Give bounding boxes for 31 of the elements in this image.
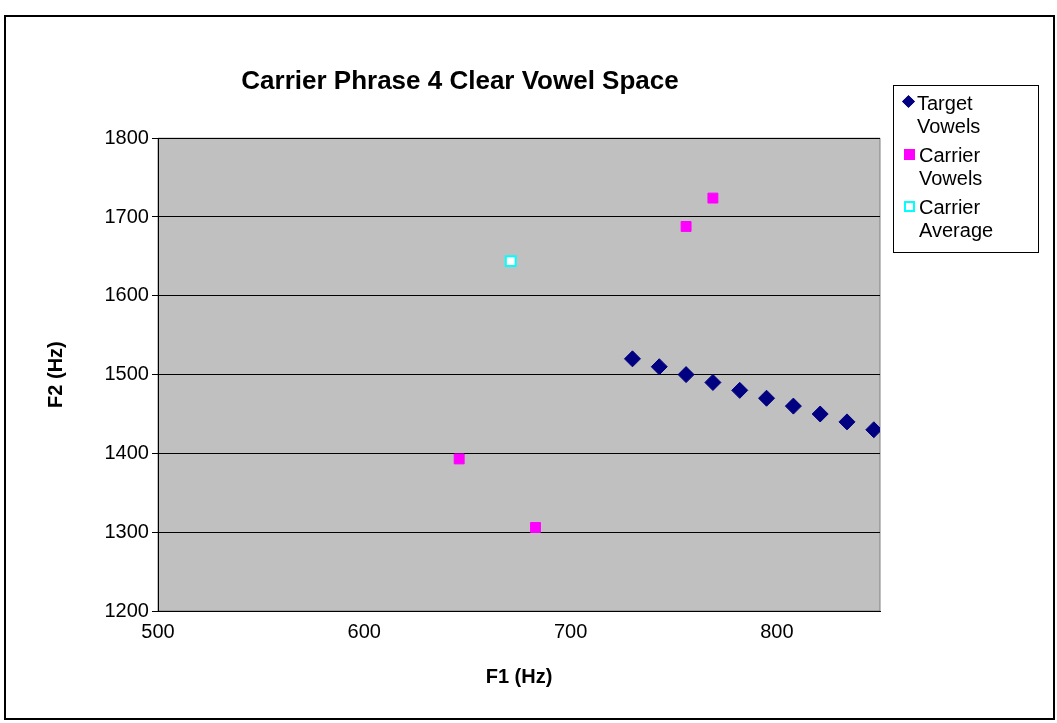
legend-label: Carrier Average (919, 196, 995, 242)
x-tick-label: 800 (760, 619, 794, 642)
point (758, 389, 776, 407)
point (530, 522, 541, 533)
y-tick-label: 1300 (104, 519, 149, 542)
point (650, 358, 668, 376)
x-axis-title: F1 (Hz) (485, 664, 553, 687)
chart-title: Carrier Phrase 4 Clear Vowel Space (241, 64, 679, 95)
x-tick-label: 500 (141, 619, 175, 642)
point (677, 366, 695, 384)
point (704, 373, 722, 391)
point (784, 397, 802, 415)
point (623, 350, 641, 368)
y-tick-label: 1200 (104, 598, 149, 621)
legend-label: Target Vowels (917, 92, 982, 138)
x-tick-label: 600 (347, 619, 381, 642)
y-tick-label: 1700 (104, 204, 149, 227)
y-tick-label: 1800 (104, 125, 149, 148)
point (680, 221, 692, 232)
point (453, 453, 465, 465)
y-tick-label: 1400 (104, 440, 149, 463)
y-tick-label: 1600 (104, 283, 149, 306)
point (707, 192, 719, 204)
y-tick-label: 1500 (104, 362, 149, 385)
x-tick-label: 700 (553, 619, 588, 642)
legend-label: Carrier Vowels (919, 144, 984, 190)
point (811, 405, 829, 423)
point (504, 255, 517, 268)
y-axis-title: F2 (Hz) (43, 341, 66, 408)
point (731, 381, 749, 399)
point (838, 413, 856, 431)
